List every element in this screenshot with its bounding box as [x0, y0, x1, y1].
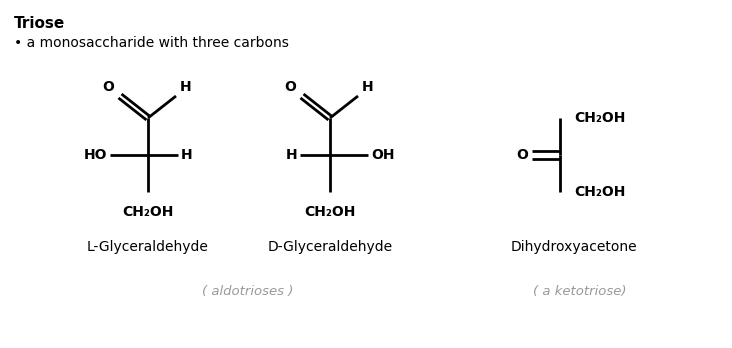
Text: O: O — [102, 80, 114, 94]
Text: Dihydroxyacetone: Dihydroxyacetone — [511, 240, 638, 254]
Text: H: H — [181, 148, 193, 162]
Text: D-Glyceraldehyde: D-Glyceraldehyde — [267, 240, 392, 254]
Text: O: O — [516, 148, 528, 162]
Text: ( a ketotriose): ( a ketotriose) — [533, 285, 627, 298]
Text: OH: OH — [371, 148, 395, 162]
Text: H: H — [180, 80, 192, 94]
Text: HO: HO — [83, 148, 107, 162]
Text: H: H — [285, 148, 297, 162]
Text: H: H — [362, 80, 373, 94]
Text: CH₂OH: CH₂OH — [574, 185, 625, 199]
Text: CH₂OH: CH₂OH — [574, 111, 625, 125]
Text: CH₂OH: CH₂OH — [305, 205, 356, 219]
Text: • a monosaccharide with three carbons: • a monosaccharide with three carbons — [14, 36, 289, 50]
Text: CH₂OH: CH₂OH — [122, 205, 173, 219]
Text: L-Glyceraldehyde: L-Glyceraldehyde — [87, 240, 209, 254]
Text: Triose: Triose — [14, 16, 65, 31]
Text: ( aldotrioses ): ( aldotrioses ) — [202, 285, 294, 298]
Text: O: O — [284, 80, 296, 94]
